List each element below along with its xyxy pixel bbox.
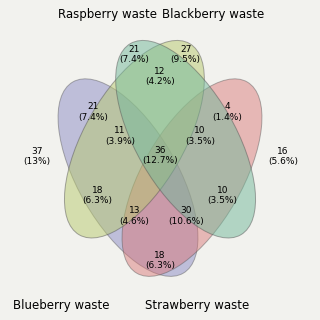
Text: 13
(4.6%): 13 (4.6%) bbox=[119, 206, 149, 226]
Text: Blueberry waste: Blueberry waste bbox=[13, 299, 109, 312]
Text: 27
(9.5%): 27 (9.5%) bbox=[171, 45, 201, 64]
Text: 30
(10.6%): 30 (10.6%) bbox=[168, 206, 204, 226]
Ellipse shape bbox=[122, 79, 262, 276]
Text: 4
(1.4%): 4 (1.4%) bbox=[212, 102, 242, 122]
Text: 18
(6.3%): 18 (6.3%) bbox=[83, 186, 113, 205]
Ellipse shape bbox=[58, 79, 198, 276]
Text: 21
(7.4%): 21 (7.4%) bbox=[119, 45, 149, 64]
Ellipse shape bbox=[116, 40, 256, 238]
Text: 10
(3.5%): 10 (3.5%) bbox=[207, 186, 237, 205]
Text: Blackberry waste: Blackberry waste bbox=[162, 8, 264, 21]
Text: 21
(7.4%): 21 (7.4%) bbox=[78, 102, 108, 122]
Text: 10
(3.5%): 10 (3.5%) bbox=[185, 126, 215, 146]
Text: 12
(4.2%): 12 (4.2%) bbox=[145, 67, 175, 86]
Text: 36
(12.7%): 36 (12.7%) bbox=[142, 146, 178, 165]
Ellipse shape bbox=[64, 40, 204, 238]
Text: Strawberry waste: Strawberry waste bbox=[145, 299, 250, 312]
Text: 37
(13%): 37 (13%) bbox=[23, 147, 50, 166]
Text: 11
(3.9%): 11 (3.9%) bbox=[105, 126, 135, 146]
Text: 16
(5.6%): 16 (5.6%) bbox=[268, 147, 298, 166]
Text: 18
(6.3%): 18 (6.3%) bbox=[145, 251, 175, 270]
Text: Raspberry waste: Raspberry waste bbox=[58, 8, 157, 21]
